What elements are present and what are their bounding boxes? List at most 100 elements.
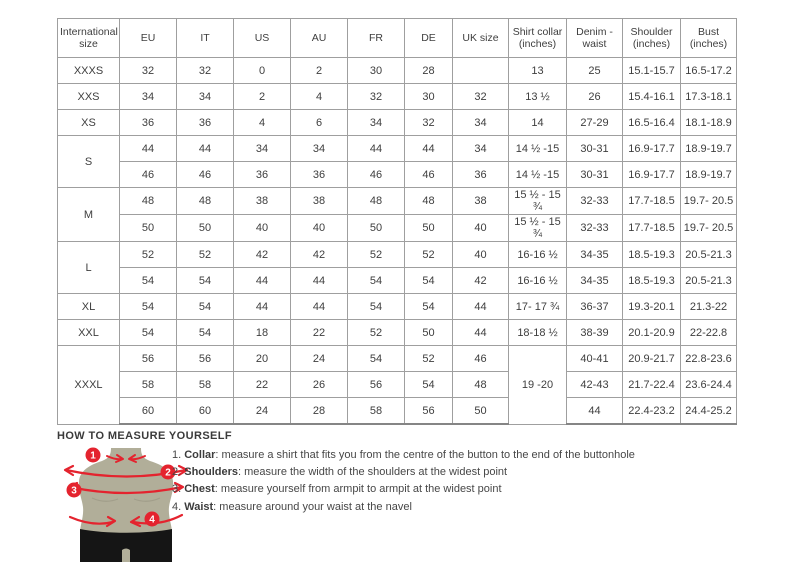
- table-cell: 14 ½ -15: [508, 135, 567, 162]
- table-cell: 22-22.8: [680, 319, 737, 346]
- table-cell: 32: [119, 57, 177, 84]
- table-cell: 15 ½ - 15 ¾: [508, 214, 567, 242]
- column-header: US: [233, 18, 291, 58]
- table-cell: 40: [233, 214, 291, 242]
- table-cell: 44: [176, 135, 234, 162]
- table-cell: 60: [119, 397, 177, 425]
- column-header: Shoulder (inches): [622, 18, 681, 58]
- table-cell: 36: [233, 161, 291, 188]
- table-cell: 34: [452, 135, 509, 162]
- table-cell: 44: [233, 293, 291, 320]
- step-number: 4.: [172, 500, 185, 513]
- table-cell: 32: [176, 57, 234, 84]
- table-cell: 34: [233, 135, 291, 162]
- column-header: International size: [57, 18, 120, 58]
- table-cell: 26: [566, 83, 623, 110]
- step-number: 2.: [172, 466, 185, 479]
- table-cell: 42-43: [566, 371, 623, 398]
- table-cell: 60: [176, 397, 234, 425]
- table-cell: 58: [176, 371, 234, 398]
- table-cell: 44: [290, 267, 348, 294]
- table-cell: 32-33: [566, 187, 623, 215]
- collar-arrow: [106, 454, 146, 463]
- column-header: IT: [176, 18, 234, 58]
- table-row: M 48 48 38 38 48 48 38 15 ½ - 15 ¾ 32-33 17.7-18.5…: [57, 187, 737, 242]
- table-cell: 22: [290, 319, 348, 346]
- table-cell: 34-35: [566, 267, 623, 294]
- table-row: XXXL 56 56 20 24 54 52 46 19 -20 40-41 20.9-21.7 22…: [57, 345, 737, 425]
- step-text: : measure yourself from armpit to armpit…: [214, 483, 502, 496]
- table-row: XXL 54 54 18 22 52 50 44 18-18 ½ 38-39 20.1-20.9 22…: [57, 319, 737, 346]
- table-cell: 20.9-21.7: [622, 345, 681, 372]
- step-text: : measure the width of the shoulders at …: [238, 466, 508, 479]
- column-header: EU: [119, 18, 177, 58]
- table-cell: 16.5-16.4: [622, 109, 681, 136]
- table-cell: 58: [119, 371, 177, 398]
- table-cell: 54: [119, 319, 177, 346]
- table-cell: 34: [119, 83, 177, 110]
- table-cell: 16.9-17.7: [622, 161, 681, 188]
- table-cell: 16.5-17.2: [680, 57, 737, 84]
- table-cell: 44: [452, 293, 509, 320]
- table-cell: 48: [347, 187, 405, 215]
- step-text: : measure a shirt that fits you from the…: [215, 449, 635, 461]
- table-cell: 13 ½: [508, 83, 567, 110]
- table-cell: 48: [404, 187, 453, 215]
- table-row: 46 46 36 36 46 46 36 14 ½ -15 30-31 16.9-17.7 18.9…: [58, 161, 737, 188]
- table-cell: 42: [290, 241, 348, 268]
- column-header: FR: [347, 18, 405, 58]
- table-row: S 44 44 34 34 44 44 34 14 ½ -15 30-31 16.9-17.7 18.…: [57, 135, 737, 188]
- table-cell: 18.9-19.7: [680, 161, 737, 188]
- table-cell: 32: [404, 109, 453, 136]
- table-cell: 52: [404, 241, 453, 268]
- table-cell: 16-16 ½: [508, 241, 567, 268]
- table-cell: 6: [290, 109, 348, 136]
- step-label: Shoulders: [184, 466, 239, 479]
- table-cell: 54: [176, 267, 234, 294]
- table-row: 58 58 22 26 56 54 48 42-43 21.7-22.4 23.6-24.4: [58, 371, 737, 398]
- badge-2: 2: [160, 464, 176, 480]
- table-cell: 46: [176, 161, 234, 188]
- table-cell: 34: [452, 109, 509, 136]
- mannequin-figure: 1 2 3 4: [60, 445, 192, 563]
- column-header: Bust (inches): [680, 18, 737, 58]
- table-cell: 54: [176, 293, 234, 320]
- table-cell: 17.7-18.5: [622, 214, 681, 242]
- table-cell: XXL: [57, 319, 120, 346]
- table-cell: 13: [508, 57, 567, 84]
- table-cell: 54: [119, 267, 177, 294]
- table-cell: 54: [347, 293, 405, 320]
- table-cell: 19.7- 20.5: [680, 187, 737, 215]
- table-cell: 48: [176, 187, 234, 215]
- table-cell: 56: [404, 397, 453, 425]
- table-cell: 34: [290, 135, 348, 162]
- table-cell: 40: [452, 241, 509, 268]
- table-cell: 15.4-16.1: [622, 83, 681, 110]
- table-cell: 50: [452, 397, 509, 425]
- measure-step-shoulders: 2. Shoulders: measure the width of the s…: [172, 464, 732, 481]
- chest-shading: [91, 497, 161, 502]
- table-body: XXXS 32 32 0 2 30 28 13 25 15.1-15.7 16.5-17.2 XXS 3…: [57, 57, 737, 425]
- table-cell: 54: [347, 267, 405, 294]
- table-cell: 18: [233, 319, 291, 346]
- table-cell: 30: [404, 83, 453, 110]
- table-cell: 42: [233, 241, 291, 268]
- table-cell: 24: [290, 345, 348, 372]
- badge-1: 1: [85, 447, 101, 463]
- table-cell: 19.7- 20.5: [680, 214, 737, 242]
- table-cell: 28: [290, 397, 348, 425]
- table-cell: 0: [233, 57, 291, 84]
- step-number: 1.: [172, 449, 185, 461]
- table-cell: XL: [57, 293, 120, 320]
- table-cell: 20.5-21.3: [680, 267, 737, 294]
- table-cell: M: [57, 187, 120, 242]
- table-cell: 52: [176, 241, 234, 268]
- size-chart-table: International size EU IT US AU FR DE UK size Shi…: [57, 18, 737, 425]
- table-cell: 30: [347, 57, 405, 84]
- table-cell: 46: [347, 161, 405, 188]
- column-header: DE: [404, 18, 453, 58]
- column-header: UK size: [452, 18, 509, 58]
- table-cell: 52: [404, 345, 453, 372]
- table-row: XXXS 32 32 0 2 30 28 13 25 15.1-15.7 16.5-17.2: [57, 57, 737, 84]
- table-cell: 54: [404, 371, 453, 398]
